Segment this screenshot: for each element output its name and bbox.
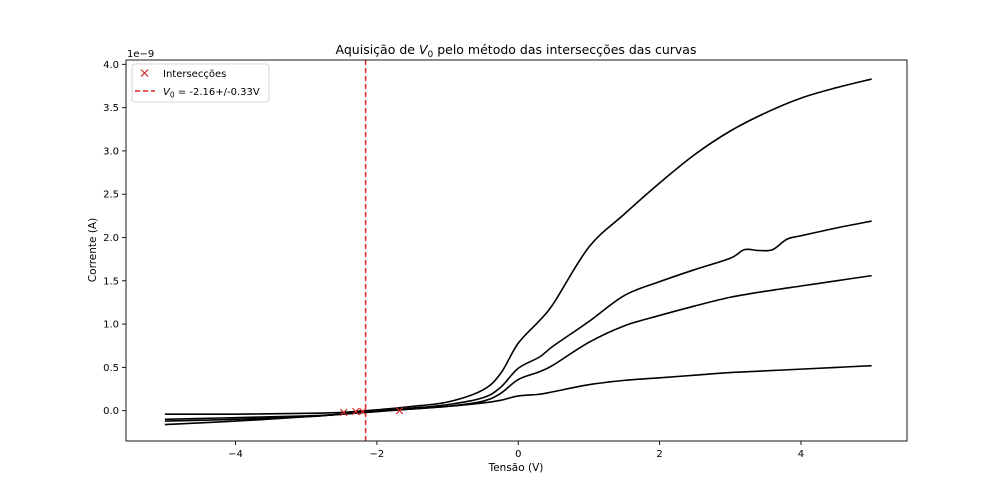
title-prefix: Aquisição de [336,42,419,57]
intersection-markers [339,406,404,417]
marker-stroke [351,407,360,416]
marker-stroke [339,408,348,417]
y-offset-label: 1e−9 [127,49,154,60]
x-tick-label: 0 [515,449,521,460]
y-axis-label: Corrente (A) [87,218,99,282]
x-axis-label: Tensão (V) [488,462,544,474]
legend-line-label: V0 = -2.16+/-0.33V [163,87,260,100]
y-tick-label: 2.0 [103,233,119,244]
y-tick-label: 0.0 [103,406,119,417]
marker-stroke [395,406,404,415]
series-line-3 [164,220,872,421]
legend-line-suffix: = -2.16+/-0.33V [175,87,260,98]
chart-title: Aquisição de V0 pelo método das intersec… [336,42,697,60]
x-tick-label: 4 [798,449,804,460]
marker-stroke [359,407,367,416]
legend: Intersecções V0 = -2.16+/-0.33V [131,63,270,103]
x-tick-label: 2 [656,449,662,460]
axes-frame [125,59,908,442]
title-variable: V [419,42,429,57]
legend-line-var: V [163,87,171,98]
x-tick-label: −4 [228,449,243,460]
y-tick-label: 1.0 [103,320,119,331]
y-tick-label: 1.5 [103,276,119,287]
x-tick-label: −2 [370,449,385,460]
title-suffix: pelo método das intersecções das curvas [433,42,696,57]
title-subscript: 0 [428,50,434,60]
y-tick-label: 3.5 [103,103,119,114]
y-tick-label: 3.0 [103,146,119,157]
legend-marker-icon [140,69,149,77]
intersection-marker [339,408,348,417]
y-tick-label: 0.5 [103,363,119,374]
legend-markers-label: Intersecções [163,69,226,80]
intersection-marker [359,407,367,416]
series-line-4 [164,78,872,416]
intersection-marker [395,406,404,415]
series-layer [164,78,872,426]
y-tick-label: 2.5 [103,190,119,201]
x-ticks: −4 −2 0 2 4 [228,441,804,460]
legend-box [131,63,270,103]
y-tick-label: 4.0 [103,60,119,71]
legend-line-sub: 0 [170,91,175,100]
intersection-marker [351,407,360,416]
y-ticks: 0.0 0.5 1.0 1.5 2.0 2.5 3.0 3.5 4.0 [103,60,126,417]
